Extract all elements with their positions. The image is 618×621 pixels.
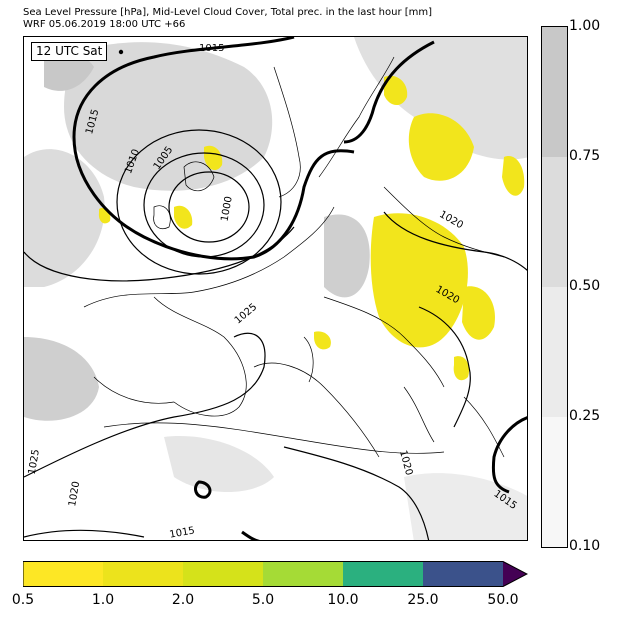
- low-center-marker: [118, 49, 124, 55]
- map-canvas: 1015 1015 1010 1005 1000 1020 1020 1025 …: [24, 37, 527, 540]
- precipitation-colorbar: [23, 561, 528, 587]
- coastlines: [83, 56, 505, 458]
- precip-tick-label: 5.0: [251, 592, 275, 608]
- isobar-label: 1025: [233, 302, 260, 327]
- cloud-cover-colorbar: [541, 26, 568, 548]
- precip-tick-label: 50.0: [487, 592, 519, 608]
- valid-time-label: 12 UTC Sat: [31, 42, 108, 61]
- colorbar-segment: [542, 287, 567, 417]
- cloud-tick-label: 0.10: [569, 538, 601, 554]
- run-info: WRF 05.06.2019 18:00 UTC +66: [23, 19, 186, 30]
- cloud-tick-label: 1.00: [569, 18, 601, 34]
- isobar-label: 1015: [199, 43, 224, 54]
- isobar-label: 1020: [67, 480, 82, 507]
- precip-tick-label: 1.0: [91, 592, 115, 608]
- colorbar-segment: [103, 561, 183, 587]
- precipitation-layer: [98, 75, 525, 381]
- precip-tick-label: 2.0: [171, 592, 195, 608]
- precip-tick-label: 0.5: [11, 592, 35, 608]
- map-title: Sea Level Pressure [hPa], Mid-Level Clou…: [23, 7, 433, 18]
- colorbar-segment: [263, 561, 343, 587]
- colorbar-segment: [343, 561, 423, 587]
- colorbar-segment: [183, 561, 263, 587]
- colorbar-segment: [23, 561, 103, 587]
- precip-tick-label: 25.0: [407, 592, 439, 608]
- cloud-tick-label: 0.50: [569, 278, 601, 294]
- isobars-bold: [72, 37, 527, 540]
- precip-tick-label: 10.0: [327, 592, 359, 608]
- isobar-label: 1025: [27, 448, 42, 475]
- cloud-cover-layer: [24, 37, 527, 540]
- colorbar-segment: [542, 157, 567, 287]
- isobar-label: 1015: [169, 525, 196, 540]
- cloud-tick-label: 0.75: [569, 148, 601, 164]
- colorbar-extend-arrow: [503, 561, 527, 587]
- colorbar-segment: [423, 561, 503, 587]
- colorbar-segment: [542, 27, 567, 157]
- colorbar-segment: [542, 417, 567, 547]
- cloud-tick-label: 0.25: [569, 408, 601, 424]
- isobar-label: 1000: [220, 195, 235, 222]
- forecast-map: 1015 1015 1010 1005 1000 1020 1020 1025 …: [23, 36, 528, 541]
